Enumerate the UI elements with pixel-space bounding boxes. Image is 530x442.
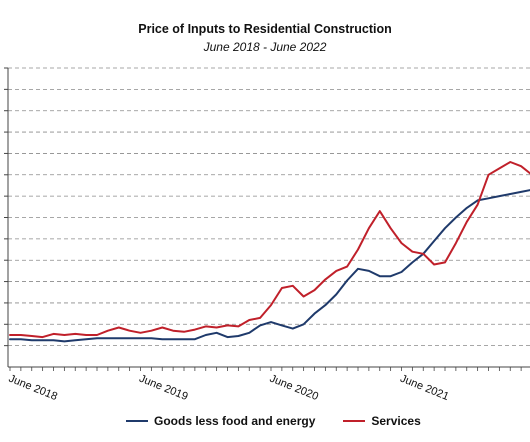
x-tick-label: June 2018 bbox=[7, 373, 59, 403]
chart-subtitle: June 2018 - June 2022 bbox=[203, 40, 327, 54]
x-tick-label: June 2020 bbox=[268, 373, 320, 403]
legend: Goods less food and energy Services bbox=[126, 414, 449, 428]
series-line-services bbox=[9, 161, 530, 339]
legend-swatch-services bbox=[343, 420, 366, 422]
chart-title: Price of Inputs to Residential Construct… bbox=[138, 22, 392, 36]
x-tick-label: June 2019 bbox=[137, 373, 189, 403]
legend-swatch-goods bbox=[126, 420, 148, 422]
x-tick-label: June 2021 bbox=[398, 373, 450, 403]
legend-label-goods: Goods less food and energy bbox=[154, 414, 316, 428]
series-line-goods bbox=[9, 189, 530, 343]
legend-item-services: Services bbox=[343, 414, 421, 428]
legend-item-goods: Goods less food and energy bbox=[126, 414, 315, 428]
legend-label-services: Services bbox=[371, 414, 421, 428]
